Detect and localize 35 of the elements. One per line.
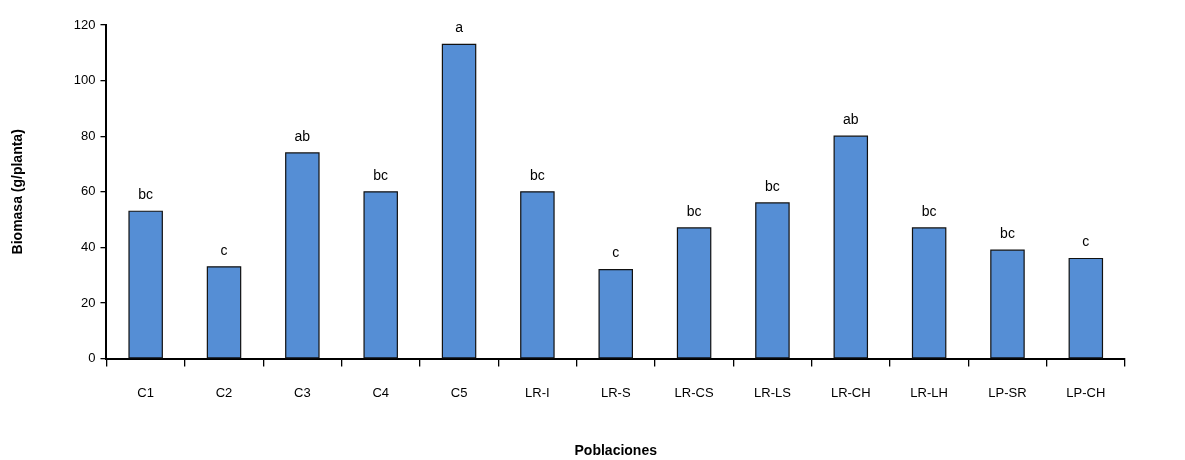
- annotation: bc: [373, 166, 389, 183]
- annotation: c: [1082, 233, 1090, 250]
- x-tick-label: LR-CH: [830, 384, 871, 400]
- y-tick-label: 0: [88, 350, 96, 366]
- annotation: bc: [138, 186, 154, 203]
- y-tick-label: 120: [73, 16, 96, 32]
- x-tick-label: LP-SR: [988, 384, 1027, 400]
- x-axis-title: Poblaciones: [574, 442, 658, 459]
- y-axis-title: Biomasa (g/planta): [9, 129, 26, 255]
- x-tick-label: C5: [450, 384, 468, 400]
- x-tick-label: C1: [137, 384, 154, 400]
- annotation: ab: [294, 127, 311, 144]
- annotation: bc: [530, 166, 545, 183]
- x-tick-label: LR-LS: [754, 384, 792, 400]
- annotation: bc: [765, 177, 780, 194]
- y-tick-label: 100: [73, 72, 96, 88]
- annotation: ab: [843, 111, 859, 128]
- x-tick-label: LR-S: [600, 384, 631, 400]
- y-tick-label: 20: [81, 294, 96, 310]
- annotation: c: [220, 241, 228, 258]
- annotation: bc: [1000, 225, 1015, 242]
- x-tick-label: C2: [215, 384, 233, 400]
- annotation: bc: [921, 202, 937, 219]
- x-tick-label: LR-I: [525, 384, 550, 400]
- x-tick-label: LR-LH: [910, 384, 948, 400]
- y-tick-label: 40: [81, 238, 96, 254]
- annotation: c: [612, 244, 620, 261]
- annotation: a: [455, 19, 464, 36]
- x-tick-label: C4: [372, 384, 390, 400]
- y-tick-label: 60: [81, 183, 96, 199]
- x-tick-label: LP-CH: [1066, 384, 1106, 400]
- x-tick-label: LR-CS: [674, 384, 714, 400]
- annotation: bc: [686, 202, 702, 219]
- x-tick-label: C3: [294, 384, 311, 400]
- y-tick-label: 80: [81, 127, 96, 143]
